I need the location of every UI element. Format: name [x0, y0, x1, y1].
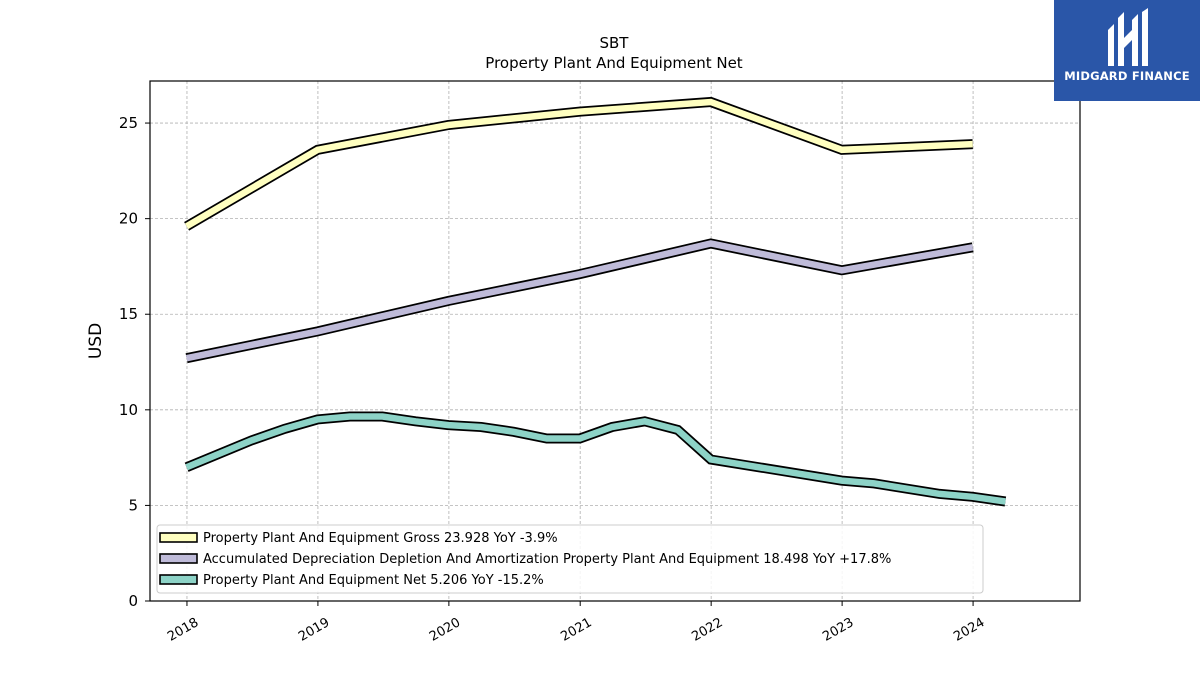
data-point	[513, 431, 515, 433]
x-tick-label: 2022	[689, 615, 725, 645]
data-point	[317, 330, 319, 332]
x-tick-label: 2020	[427, 615, 463, 645]
data-point	[710, 459, 712, 461]
data-point	[1004, 501, 1006, 503]
series-group	[184, 96, 1007, 507]
series-2	[185, 238, 974, 364]
series-line	[184, 98, 973, 230]
plot-area-frame	[149, 80, 1081, 602]
data-point	[382, 416, 384, 418]
x-tick-label: 2023	[820, 615, 856, 645]
data-point	[317, 418, 319, 420]
legend-label: Property Plant And Equipment Gross 23.92…	[203, 531, 558, 546]
data-point	[841, 149, 843, 151]
data-point	[284, 428, 286, 430]
data-point	[939, 493, 941, 495]
data-point	[415, 420, 417, 422]
x-tick-label: 2018	[165, 615, 201, 645]
series-line-outline	[184, 96, 973, 231]
y-tick-label: 20	[119, 210, 138, 228]
logo-text: MIDGARD FINANCE	[1064, 69, 1190, 83]
y-tick-label: 25	[119, 114, 138, 132]
data-point	[841, 269, 843, 271]
series-line-outline	[185, 238, 974, 364]
data-point	[644, 420, 646, 422]
data-point	[186, 466, 188, 468]
y-tick-label: 0	[128, 592, 138, 610]
data-point	[677, 429, 679, 431]
data-point	[546, 438, 548, 440]
data-point	[186, 357, 188, 359]
grid	[150, 81, 1080, 601]
data-point	[611, 426, 613, 428]
chart-title: SBT	[600, 34, 630, 52]
data-point	[349, 416, 351, 418]
chart-subtitle: Property Plant And Equipment Net	[485, 54, 742, 72]
data-point	[710, 101, 712, 103]
y-tick-label: 15	[119, 305, 138, 323]
legend-label: Property Plant And Equipment Net 5.206 Y…	[203, 573, 544, 588]
legend-swatch	[159, 532, 198, 543]
data-point	[579, 273, 581, 275]
data-point	[579, 438, 581, 440]
midgard-finance-logo-icon	[1108, 8, 1148, 66]
data-point	[710, 243, 712, 245]
data-point	[972, 143, 974, 145]
data-point	[186, 225, 188, 227]
data-point	[579, 111, 581, 113]
x-tick-label: 2019	[296, 615, 332, 645]
series-1	[184, 96, 974, 231]
data-point	[873, 482, 875, 484]
series-line	[185, 240, 974, 362]
legend-box	[156, 524, 984, 594]
data-point	[972, 496, 974, 498]
x-tick-label: 2021	[558, 615, 594, 645]
legend: Property Plant And Equipment Gross 23.92…	[156, 524, 984, 594]
data-point	[448, 424, 450, 426]
midgard-finance-logo: MIDGARD FINANCE	[1054, 0, 1200, 101]
data-point	[317, 149, 319, 151]
data-point	[448, 124, 450, 126]
data-point	[841, 480, 843, 482]
y-tick-label: 10	[119, 401, 138, 419]
data-point	[448, 300, 450, 302]
y-axis-label: USD	[86, 323, 106, 359]
legend-label: Accumulated Depreciation Depletion And A…	[203, 552, 891, 567]
legend-swatch	[159, 574, 198, 585]
legend-swatch	[159, 553, 198, 564]
series-line-outline	[184, 411, 1007, 507]
x-tick-label: 2024	[951, 615, 987, 645]
data-point	[251, 439, 253, 441]
data-point	[972, 246, 974, 248]
data-point	[480, 426, 482, 428]
series-line	[185, 413, 1006, 505]
y-tick-label: 5	[128, 496, 138, 514]
series-3	[184, 411, 1007, 507]
